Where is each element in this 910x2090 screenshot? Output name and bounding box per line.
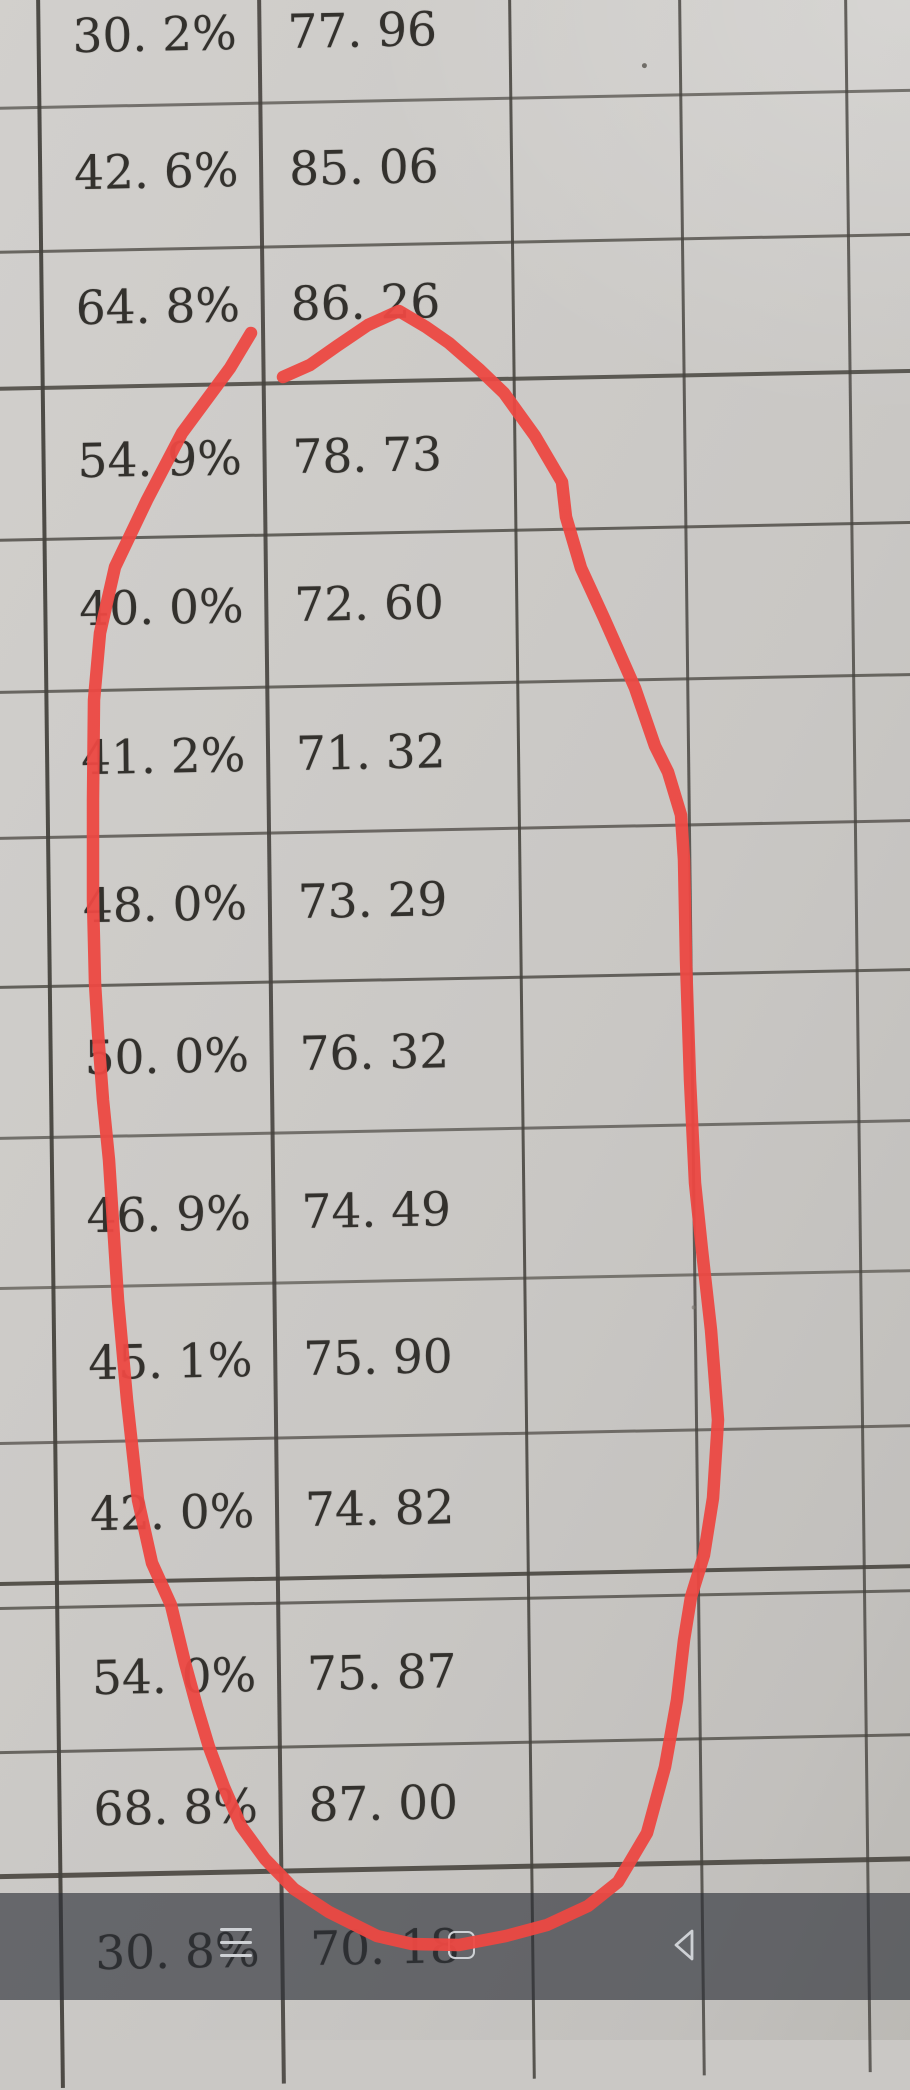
score-cell: 78. 73 (292, 427, 443, 486)
table-row-line (0, 87, 910, 111)
table-column-line (35, 0, 65, 2088)
back-icon[interactable] (669, 1926, 701, 1964)
table-column-line (677, 0, 706, 2076)
score-cell: 76. 32 (299, 1024, 450, 1083)
score-cell: 85. 06 (288, 139, 439, 198)
table-row-line (0, 1731, 910, 1755)
table-row-line (0, 1422, 910, 1446)
percent-cell: 41. 2% (80, 728, 246, 787)
table-row-line (0, 1117, 910, 1141)
percent-cell: 30. 2% (72, 6, 238, 65)
table-row-line (0, 1854, 910, 1880)
paper-speck (641, 63, 647, 69)
table-row-line (0, 367, 910, 392)
table-row-line (0, 1267, 910, 1291)
table-row-line (0, 671, 910, 696)
percent-cell: 42. 6% (73, 143, 239, 202)
table-row-line (0, 231, 910, 256)
percent-cell: 45. 1% (87, 1333, 253, 1392)
percent-cell: 64. 8% (75, 278, 241, 337)
score-cell: 86. 26 (290, 274, 441, 333)
percent-cell: 54. 0% (91, 1648, 257, 1707)
score-cell: 73. 29 (297, 872, 448, 931)
table-column-line (507, 0, 536, 2079)
table-row-line (0, 966, 910, 991)
score-cell: 77. 96 (287, 2, 438, 61)
score-cell: 75. 87 (306, 1644, 457, 1703)
table-row-line (0, 817, 910, 841)
score-cell: 72. 60 (293, 575, 445, 634)
score-cell: 75. 90 (302, 1329, 454, 1388)
score-cell: 74. 49 (301, 1182, 452, 1241)
table-column-line (843, 0, 872, 2073)
paper-speck (691, 1305, 696, 1310)
percent-cell: 40. 0% (79, 579, 244, 638)
percent-cell: 54. 9% (77, 431, 243, 490)
table-column-line (256, 0, 286, 2084)
menu-icon[interactable] (220, 1928, 252, 1958)
android-navigation-bar (0, 1893, 910, 2000)
percent-cell: 42. 0% (89, 1484, 255, 1543)
score-cell: 87. 00 (308, 1775, 459, 1834)
percent-cell: 46. 9% (86, 1186, 252, 1245)
score-cell: 71. 32 (295, 724, 446, 783)
score-cell: 74. 82 (304, 1480, 455, 1539)
recents-icon[interactable] (448, 1931, 475, 1959)
table-row-line (0, 519, 910, 544)
table-row-line (0, 1562, 910, 1588)
percent-cell: 50. 0% (84, 1028, 250, 1087)
table-row-line (0, 1587, 910, 1612)
percent-cell: 68. 8% (93, 1779, 259, 1838)
percent-cell: 48. 0% (82, 876, 248, 935)
